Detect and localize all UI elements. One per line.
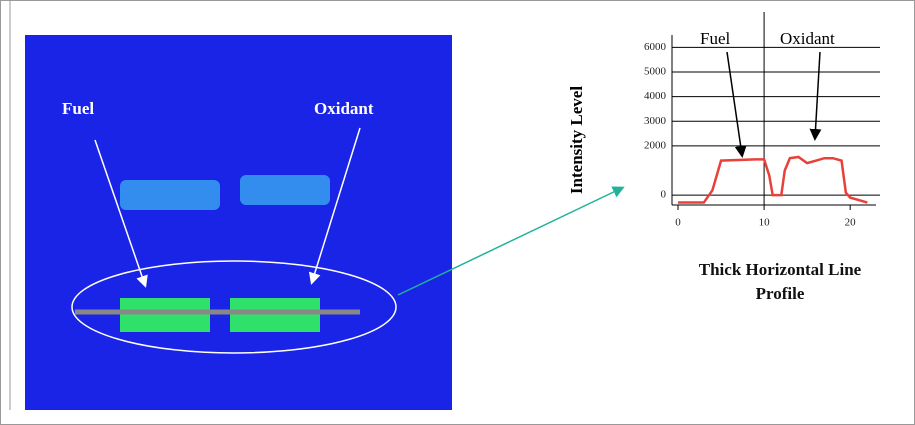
y-tick-label: 6000 — [644, 41, 667, 53]
flame-oxidant — [230, 298, 320, 332]
x-tick-label: 0 — [675, 217, 681, 229]
annotation: Oxidant — [780, 29, 835, 48]
y-tick-label: 4000 — [644, 90, 667, 102]
annotation: Fuel — [700, 29, 731, 48]
x-tick-label: 20 — [845, 217, 857, 229]
annotation-arrow — [726, 51, 747, 158]
link-arrow — [397, 186, 625, 296]
y-tick-label: 2000 — [644, 139, 667, 151]
image-label: Oxidant — [314, 99, 374, 118]
y-axis-label: Intensity Level — [567, 86, 586, 194]
arrow — [94, 139, 148, 288]
y-tick-label: 3000 — [644, 115, 667, 127]
flame-fuel-top — [120, 180, 220, 210]
profile-line — [678, 155, 868, 204]
highlight-ellipse — [71, 260, 397, 354]
x-axis-label: Thick Horizontal Line Profile — [698, 260, 862, 303]
y-tick-label: 5000 — [644, 65, 667, 77]
flame-oxidant-top — [240, 175, 330, 205]
x-tick-label: 10 — [759, 217, 771, 229]
image-label: Fuel — [62, 99, 94, 118]
arrow — [308, 127, 361, 285]
annotation-arrow — [809, 51, 822, 141]
photo — [25, 35, 452, 410]
flame-fuel — [120, 298, 210, 332]
y-tick-label: 0 — [661, 189, 667, 201]
